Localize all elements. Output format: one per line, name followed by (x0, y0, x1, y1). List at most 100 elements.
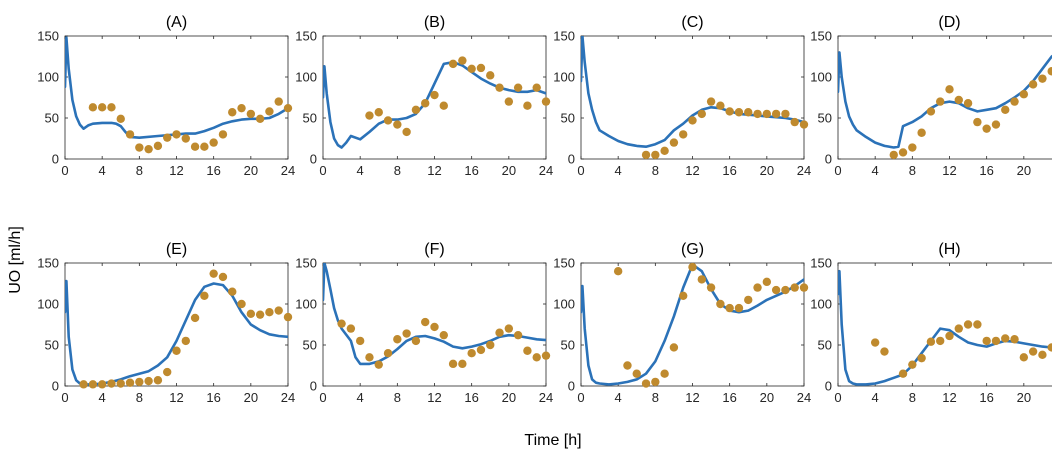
data-point-5-21 (532, 353, 541, 362)
data-point-4-0 (79, 380, 88, 389)
data-point-4-4 (116, 379, 125, 388)
data-point-3-3 (917, 128, 926, 137)
data-point-6-2 (632, 369, 641, 378)
data-point-4-16 (228, 287, 237, 296)
data-point-6-17 (771, 285, 781, 295)
data-point-6-12 (725, 303, 734, 313)
data-point-5-13 (458, 359, 467, 369)
data-point-1-16 (513, 83, 523, 92)
data-point-4-8 (153, 376, 163, 385)
x-tick-label-1-3: 12 (427, 163, 441, 178)
data-point-6-15 (753, 283, 762, 292)
x-tick-label-7-3: 12 (942, 390, 956, 405)
data-point-3-9 (973, 117, 982, 127)
x-tick-label-3-2: 8 (909, 163, 916, 178)
x-tick-label-4-2: 8 (136, 390, 143, 405)
data-point-1-12 (476, 63, 486, 73)
panel-title-0: (A) (166, 14, 187, 31)
data-point-7-5 (926, 337, 936, 346)
data-point-4-21 (274, 306, 283, 315)
x-tick-label-6-2: 8 (652, 390, 659, 405)
data-point-7-6 (936, 336, 945, 346)
data-point-0-1 (97, 103, 107, 112)
data-point-1-18 (532, 83, 541, 92)
panel-title-6: (G) (681, 241, 704, 258)
model-line-0 (65, 36, 288, 139)
data-point-6-4 (651, 377, 660, 387)
x-tick-label-3-4: 16 (979, 163, 993, 178)
y-tick-label-5-3: 150 (295, 256, 317, 271)
data-point-6-14 (744, 295, 753, 305)
x-tick-label-6-1: 4 (615, 390, 622, 405)
y-tick-label-0-2: 100 (37, 70, 59, 85)
x-tick-label-6-4: 16 (722, 390, 736, 405)
y-tick-label-1-1: 50 (303, 111, 317, 126)
data-point-2-16 (790, 117, 799, 127)
data-point-7-10 (973, 320, 982, 329)
data-point-4-7 (144, 376, 153, 386)
x-tick-label-4-0: 0 (61, 390, 68, 405)
x-tick-label-1-4: 16 (464, 163, 478, 178)
panel-4: (E) 0 4 8 12 16 20 24 0 50 100 150 (37, 241, 295, 405)
data-point-3-17 (1047, 67, 1052, 76)
x-tick-label-6-3: 12 (685, 390, 699, 405)
data-point-0-16 (237, 103, 246, 113)
data-point-0-21 (283, 103, 293, 113)
data-point-3-1 (898, 148, 908, 157)
data-point-7-9 (963, 320, 973, 329)
data-point-5-17 (495, 328, 504, 337)
data-point-2-12 (753, 109, 762, 119)
data-point-5-1 (346, 324, 356, 333)
y-tick-label-6-0: 0 (568, 379, 575, 394)
data-point-0-0 (88, 103, 98, 112)
data-point-6-9 (697, 275, 706, 284)
data-point-6-7 (679, 291, 688, 300)
x-tick-label-4-1: 4 (99, 390, 106, 405)
data-point-5-9 (421, 317, 430, 327)
y-tick-label-5-0: 0 (310, 379, 317, 394)
panel-title-1: (B) (424, 14, 445, 31)
data-point-1-2 (383, 116, 393, 125)
data-point-3-16 (1038, 74, 1047, 83)
data-point-7-13 (1001, 334, 1010, 343)
x-tick-label-2-2: 8 (652, 163, 659, 178)
data-point-7-15 (1019, 353, 1029, 362)
data-point-0-13 (209, 138, 218, 147)
x-tick-label-7-4: 16 (979, 390, 993, 405)
data-point-6-6 (669, 343, 679, 352)
x-tick-label-0-0: 0 (61, 163, 68, 178)
data-point-4-12 (190, 313, 200, 323)
data-point-3-14 (1019, 90, 1029, 99)
data-point-2-0 (641, 150, 651, 160)
panels-group: (A) 0 4 8 12 16 20 24 0 50 100 150 (B) 0 4 8 12 16 20 24 0 50… (37, 14, 1052, 405)
data-point-1-5 (411, 105, 421, 115)
data-point-5-11 (439, 330, 448, 340)
data-point-2-5 (688, 116, 697, 125)
x-tick-label-4-3: 12 (169, 390, 183, 405)
data-point-2-3 (669, 138, 679, 147)
data-point-5-16 (486, 340, 495, 350)
data-point-2-4 (679, 130, 688, 139)
x-tick-label-6-6: 24 (797, 390, 811, 405)
data-point-1-8 (439, 101, 448, 110)
data-point-5-6 (393, 335, 402, 344)
data-point-7-7 (945, 331, 954, 341)
data-point-3-15 (1028, 80, 1038, 89)
data-point-0-17 (246, 109, 256, 119)
data-point-1-17 (523, 101, 532, 110)
data-point-4-17 (237, 299, 246, 309)
data-point-6-10 (706, 283, 716, 292)
data-point-4-6 (135, 377, 144, 387)
data-point-7-4 (917, 353, 926, 363)
data-point-5-12 (448, 359, 458, 369)
y-tick-label-7-3: 150 (810, 256, 832, 271)
data-point-6-5 (660, 369, 669, 378)
data-point-7-8 (954, 324, 963, 333)
x-tick-label-5-3: 12 (427, 390, 441, 405)
data-point-0-20 (274, 97, 283, 106)
panel-1: (B) 0 4 8 12 16 20 24 0 50 100 150 (295, 14, 553, 178)
x-tick-label-4-5: 20 (244, 390, 258, 405)
panel-5: (F) 0 4 8 12 16 20 24 0 50 100 150 (295, 241, 553, 405)
y-tick-label-7-1: 50 (818, 338, 832, 353)
